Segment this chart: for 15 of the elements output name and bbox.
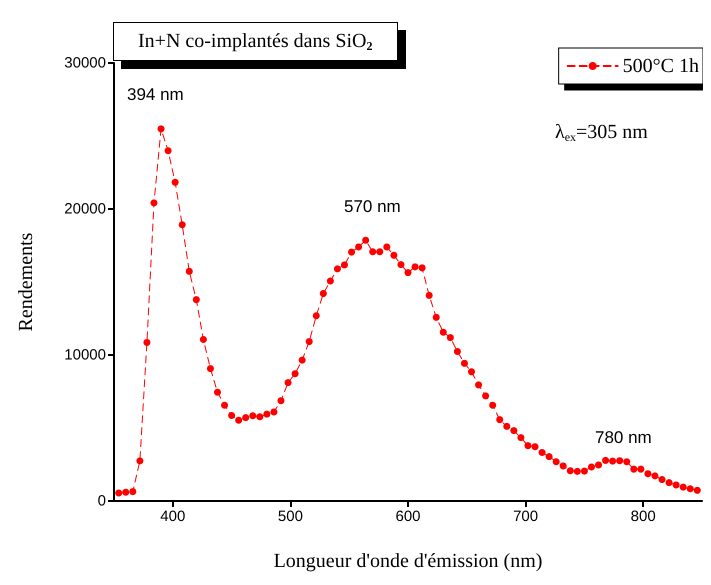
x-axis-title: Longueur d'onde d'émission (nm)	[274, 550, 542, 572]
x-tick-label: 500	[278, 508, 303, 525]
x-tick-label: 400	[160, 508, 186, 525]
x-tick-label: 800	[630, 508, 656, 525]
annotation: 780 nm	[595, 428, 652, 447]
y-tick-label: 30000	[64, 54, 106, 72]
annotation: 394 nm	[127, 85, 184, 104]
x-tick-label: 600	[395, 508, 421, 525]
legend-label: 500°C 1h	[622, 55, 700, 77]
y-tick-label: 0	[98, 492, 106, 510]
y-tick-label: 10000	[64, 346, 106, 364]
x-tick-label: 700	[513, 508, 538, 525]
y-tick-label: 20000	[64, 200, 106, 218]
annotation: 570 nm	[344, 197, 401, 216]
y-axis-title: Rendements	[15, 232, 37, 332]
